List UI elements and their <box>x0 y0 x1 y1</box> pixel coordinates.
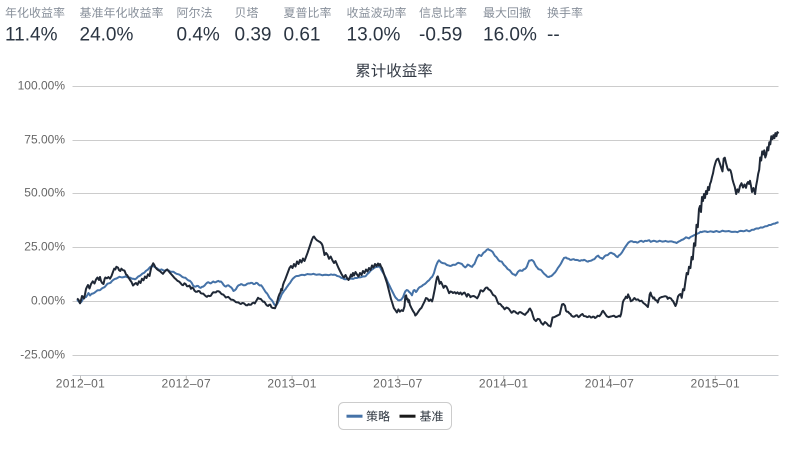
svg-text:24.0%: 24.0% <box>80 24 134 45</box>
svg-text:2014–01: 2014–01 <box>479 377 529 391</box>
svg-text:25.00%: 25.00% <box>24 240 65 254</box>
svg-text:0.39: 0.39 <box>235 24 272 45</box>
svg-text:0.4%: 0.4% <box>177 24 220 45</box>
svg-text:2013–07: 2013–07 <box>373 377 423 391</box>
svg-text:2014–07: 2014–07 <box>585 377 635 391</box>
svg-text:2015–01: 2015–01 <box>691 377 741 391</box>
svg-text:16.0%: 16.0% <box>483 24 537 45</box>
svg-text:-25.00%: -25.00% <box>20 348 65 362</box>
svg-text:13.0%: 13.0% <box>347 24 401 45</box>
svg-text:2012–01: 2012–01 <box>56 377 106 391</box>
svg-text:--: -- <box>547 24 560 45</box>
svg-text:0.61: 0.61 <box>284 24 321 45</box>
svg-text:11.4%: 11.4% <box>5 24 58 45</box>
svg-text:100.00%: 100.00% <box>18 79 66 93</box>
svg-text:0.00%: 0.00% <box>31 294 65 308</box>
svg-text:-0.59: -0.59 <box>419 24 462 45</box>
svg-text:2013–01: 2013–01 <box>267 377 317 391</box>
svg-text:50.00%: 50.00% <box>24 186 65 200</box>
svg-text:75.00%: 75.00% <box>24 133 65 147</box>
svg-text:2012–07: 2012–07 <box>162 377 212 391</box>
